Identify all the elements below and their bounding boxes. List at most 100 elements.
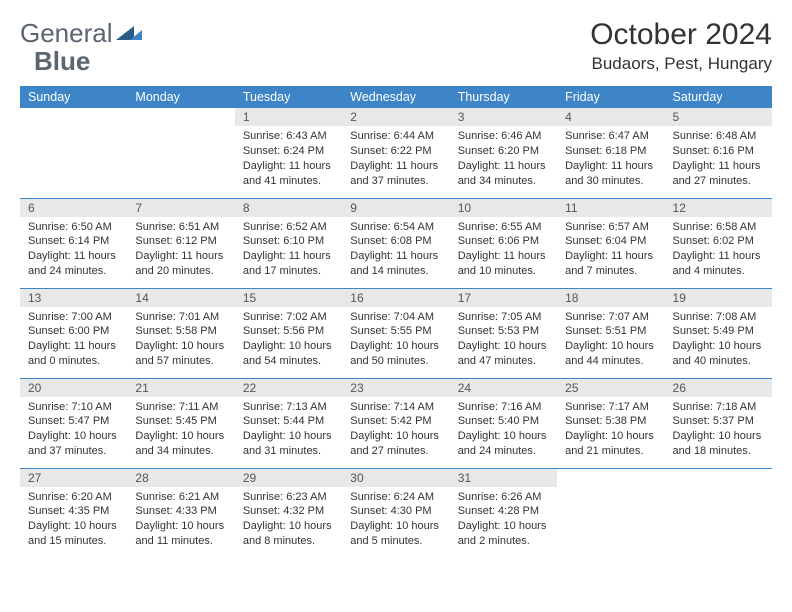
daylight-text: Daylight: 10 hours and 47 minutes. (458, 339, 549, 369)
day-number: 1 (235, 108, 342, 126)
day-details: Sunrise: 6:44 AMSunset: 6:22 PMDaylight:… (342, 126, 449, 194)
sunrise-text: Sunrise: 6:57 AM (565, 220, 656, 235)
sunrise-text: Sunrise: 7:07 AM (565, 310, 656, 325)
calendar-day-cell: 13Sunrise: 7:00 AMSunset: 6:00 PMDayligh… (20, 288, 127, 378)
calendar-day-cell: 2Sunrise: 6:44 AMSunset: 6:22 PMDaylight… (342, 108, 449, 198)
day-details: Sunrise: 6:48 AMSunset: 6:16 PMDaylight:… (665, 126, 772, 194)
weekday-header: Monday (127, 86, 234, 108)
day-number: 12 (665, 199, 772, 217)
logo-icon (116, 18, 142, 49)
sunset-text: Sunset: 5:55 PM (350, 324, 441, 339)
calendar-week-row: 27Sunrise: 6:20 AMSunset: 4:35 PMDayligh… (20, 468, 772, 558)
sunrise-text: Sunrise: 7:00 AM (28, 310, 119, 325)
daylight-text: Daylight: 10 hours and 24 minutes. (458, 429, 549, 459)
sunset-text: Sunset: 5:56 PM (243, 324, 334, 339)
daylight-text: Daylight: 10 hours and 57 minutes. (135, 339, 226, 369)
sunset-text: Sunset: 5:53 PM (458, 324, 549, 339)
calendar-day-cell: 6Sunrise: 6:50 AMSunset: 6:14 PMDaylight… (20, 198, 127, 288)
day-number: 2 (342, 108, 449, 126)
day-number: 10 (450, 199, 557, 217)
daylight-text: Daylight: 10 hours and 44 minutes. (565, 339, 656, 369)
sunrise-text: Sunrise: 6:51 AM (135, 220, 226, 235)
day-details: Sunrise: 6:58 AMSunset: 6:02 PMDaylight:… (665, 217, 772, 285)
daylight-text: Daylight: 10 hours and 50 minutes. (350, 339, 441, 369)
sunrise-text: Sunrise: 7:13 AM (243, 400, 334, 415)
weekday-header-row: SundayMondayTuesdayWednesdayThursdayFrid… (20, 86, 772, 108)
sunrise-text: Sunrise: 6:43 AM (243, 129, 334, 144)
day-number: 31 (450, 469, 557, 487)
sunrise-text: Sunrise: 6:54 AM (350, 220, 441, 235)
day-number: 19 (665, 289, 772, 307)
calendar-day-cell: 25Sunrise: 7:17 AMSunset: 5:38 PMDayligh… (557, 378, 664, 468)
sunrise-text: Sunrise: 6:24 AM (350, 490, 441, 505)
sunrise-text: Sunrise: 6:50 AM (28, 220, 119, 235)
sunrise-text: Sunrise: 7:14 AM (350, 400, 441, 415)
day-number: 24 (450, 379, 557, 397)
sunrise-text: Sunrise: 7:10 AM (28, 400, 119, 415)
day-number: 4 (557, 108, 664, 126)
sunrise-text: Sunrise: 6:52 AM (243, 220, 334, 235)
calendar-day-cell: 12Sunrise: 6:58 AMSunset: 6:02 PMDayligh… (665, 198, 772, 288)
daylight-text: Daylight: 10 hours and 54 minutes. (243, 339, 334, 369)
daylight-text: Daylight: 11 hours and 17 minutes. (243, 249, 334, 279)
day-details: Sunrise: 7:13 AMSunset: 5:44 PMDaylight:… (235, 397, 342, 465)
day-number: 22 (235, 379, 342, 397)
month-title: October 2024 (590, 18, 772, 52)
sunrise-text: Sunrise: 7:08 AM (673, 310, 764, 325)
calendar-week-row: ....1Sunrise: 6:43 AMSunset: 6:24 PMDayl… (20, 108, 772, 198)
daylight-text: Daylight: 10 hours and 40 minutes. (673, 339, 764, 369)
day-details: Sunrise: 6:43 AMSunset: 6:24 PMDaylight:… (235, 126, 342, 194)
day-number: 30 (342, 469, 449, 487)
daylight-text: Daylight: 11 hours and 10 minutes. (458, 249, 549, 279)
day-details: Sunrise: 6:55 AMSunset: 6:06 PMDaylight:… (450, 217, 557, 285)
day-details: Sunrise: 7:11 AMSunset: 5:45 PMDaylight:… (127, 397, 234, 465)
day-details: Sunrise: 6:20 AMSunset: 4:35 PMDaylight:… (20, 487, 127, 555)
daylight-text: Daylight: 11 hours and 30 minutes. (565, 159, 656, 189)
calendar-day-cell: .. (557, 468, 664, 558)
sunrise-text: Sunrise: 6:44 AM (350, 129, 441, 144)
calendar-day-cell: .. (127, 108, 234, 198)
calendar-day-cell: 10Sunrise: 6:55 AMSunset: 6:06 PMDayligh… (450, 198, 557, 288)
daylight-text: Daylight: 10 hours and 2 minutes. (458, 519, 549, 549)
day-details: Sunrise: 6:47 AMSunset: 6:18 PMDaylight:… (557, 126, 664, 194)
day-number: 14 (127, 289, 234, 307)
sunrise-text: Sunrise: 7:01 AM (135, 310, 226, 325)
daylight-text: Daylight: 11 hours and 14 minutes. (350, 249, 441, 279)
calendar-day-cell: 5Sunrise: 6:48 AMSunset: 6:16 PMDaylight… (665, 108, 772, 198)
day-details: Sunrise: 6:46 AMSunset: 6:20 PMDaylight:… (450, 126, 557, 194)
day-details: Sunrise: 7:04 AMSunset: 5:55 PMDaylight:… (342, 307, 449, 375)
day-details: Sunrise: 6:50 AMSunset: 6:14 PMDaylight:… (20, 217, 127, 285)
calendar-day-cell: 4Sunrise: 6:47 AMSunset: 6:18 PMDaylight… (557, 108, 664, 198)
logo: General (20, 18, 142, 49)
calendar-day-cell: 29Sunrise: 6:23 AMSunset: 4:32 PMDayligh… (235, 468, 342, 558)
sunset-text: Sunset: 5:37 PM (673, 414, 764, 429)
day-number: 26 (665, 379, 772, 397)
calendar-day-cell: 8Sunrise: 6:52 AMSunset: 6:10 PMDaylight… (235, 198, 342, 288)
weekday-header: Wednesday (342, 86, 449, 108)
day-details: Sunrise: 6:21 AMSunset: 4:33 PMDaylight:… (127, 487, 234, 555)
day-number: 16 (342, 289, 449, 307)
logo-text-1: General (20, 18, 113, 49)
calendar-day-cell: 31Sunrise: 6:26 AMSunset: 4:28 PMDayligh… (450, 468, 557, 558)
day-details: Sunrise: 6:24 AMSunset: 4:30 PMDaylight:… (342, 487, 449, 555)
calendar-day-cell: 3Sunrise: 6:46 AMSunset: 6:20 PMDaylight… (450, 108, 557, 198)
sunset-text: Sunset: 6:16 PM (673, 144, 764, 159)
day-details: Sunrise: 6:52 AMSunset: 6:10 PMDaylight:… (235, 217, 342, 285)
day-details: Sunrise: 7:16 AMSunset: 5:40 PMDaylight:… (450, 397, 557, 465)
sunset-text: Sunset: 6:02 PM (673, 234, 764, 249)
daylight-text: Daylight: 10 hours and 37 minutes. (28, 429, 119, 459)
weekday-header: Tuesday (235, 86, 342, 108)
calendar-day-cell: 30Sunrise: 6:24 AMSunset: 4:30 PMDayligh… (342, 468, 449, 558)
sunset-text: Sunset: 5:51 PM (565, 324, 656, 339)
sunset-text: Sunset: 6:10 PM (243, 234, 334, 249)
daylight-text: Daylight: 11 hours and 41 minutes. (243, 159, 334, 189)
day-details: Sunrise: 7:18 AMSunset: 5:37 PMDaylight:… (665, 397, 772, 465)
daylight-text: Daylight: 10 hours and 15 minutes. (28, 519, 119, 549)
calendar-day-cell: 7Sunrise: 6:51 AMSunset: 6:12 PMDaylight… (127, 198, 234, 288)
calendar-day-cell: 28Sunrise: 6:21 AMSunset: 4:33 PMDayligh… (127, 468, 234, 558)
sunset-text: Sunset: 6:06 PM (458, 234, 549, 249)
daylight-text: Daylight: 11 hours and 4 minutes. (673, 249, 764, 279)
day-details: Sunrise: 7:01 AMSunset: 5:58 PMDaylight:… (127, 307, 234, 375)
day-details: Sunrise: 7:10 AMSunset: 5:47 PMDaylight:… (20, 397, 127, 465)
sunrise-text: Sunrise: 6:55 AM (458, 220, 549, 235)
